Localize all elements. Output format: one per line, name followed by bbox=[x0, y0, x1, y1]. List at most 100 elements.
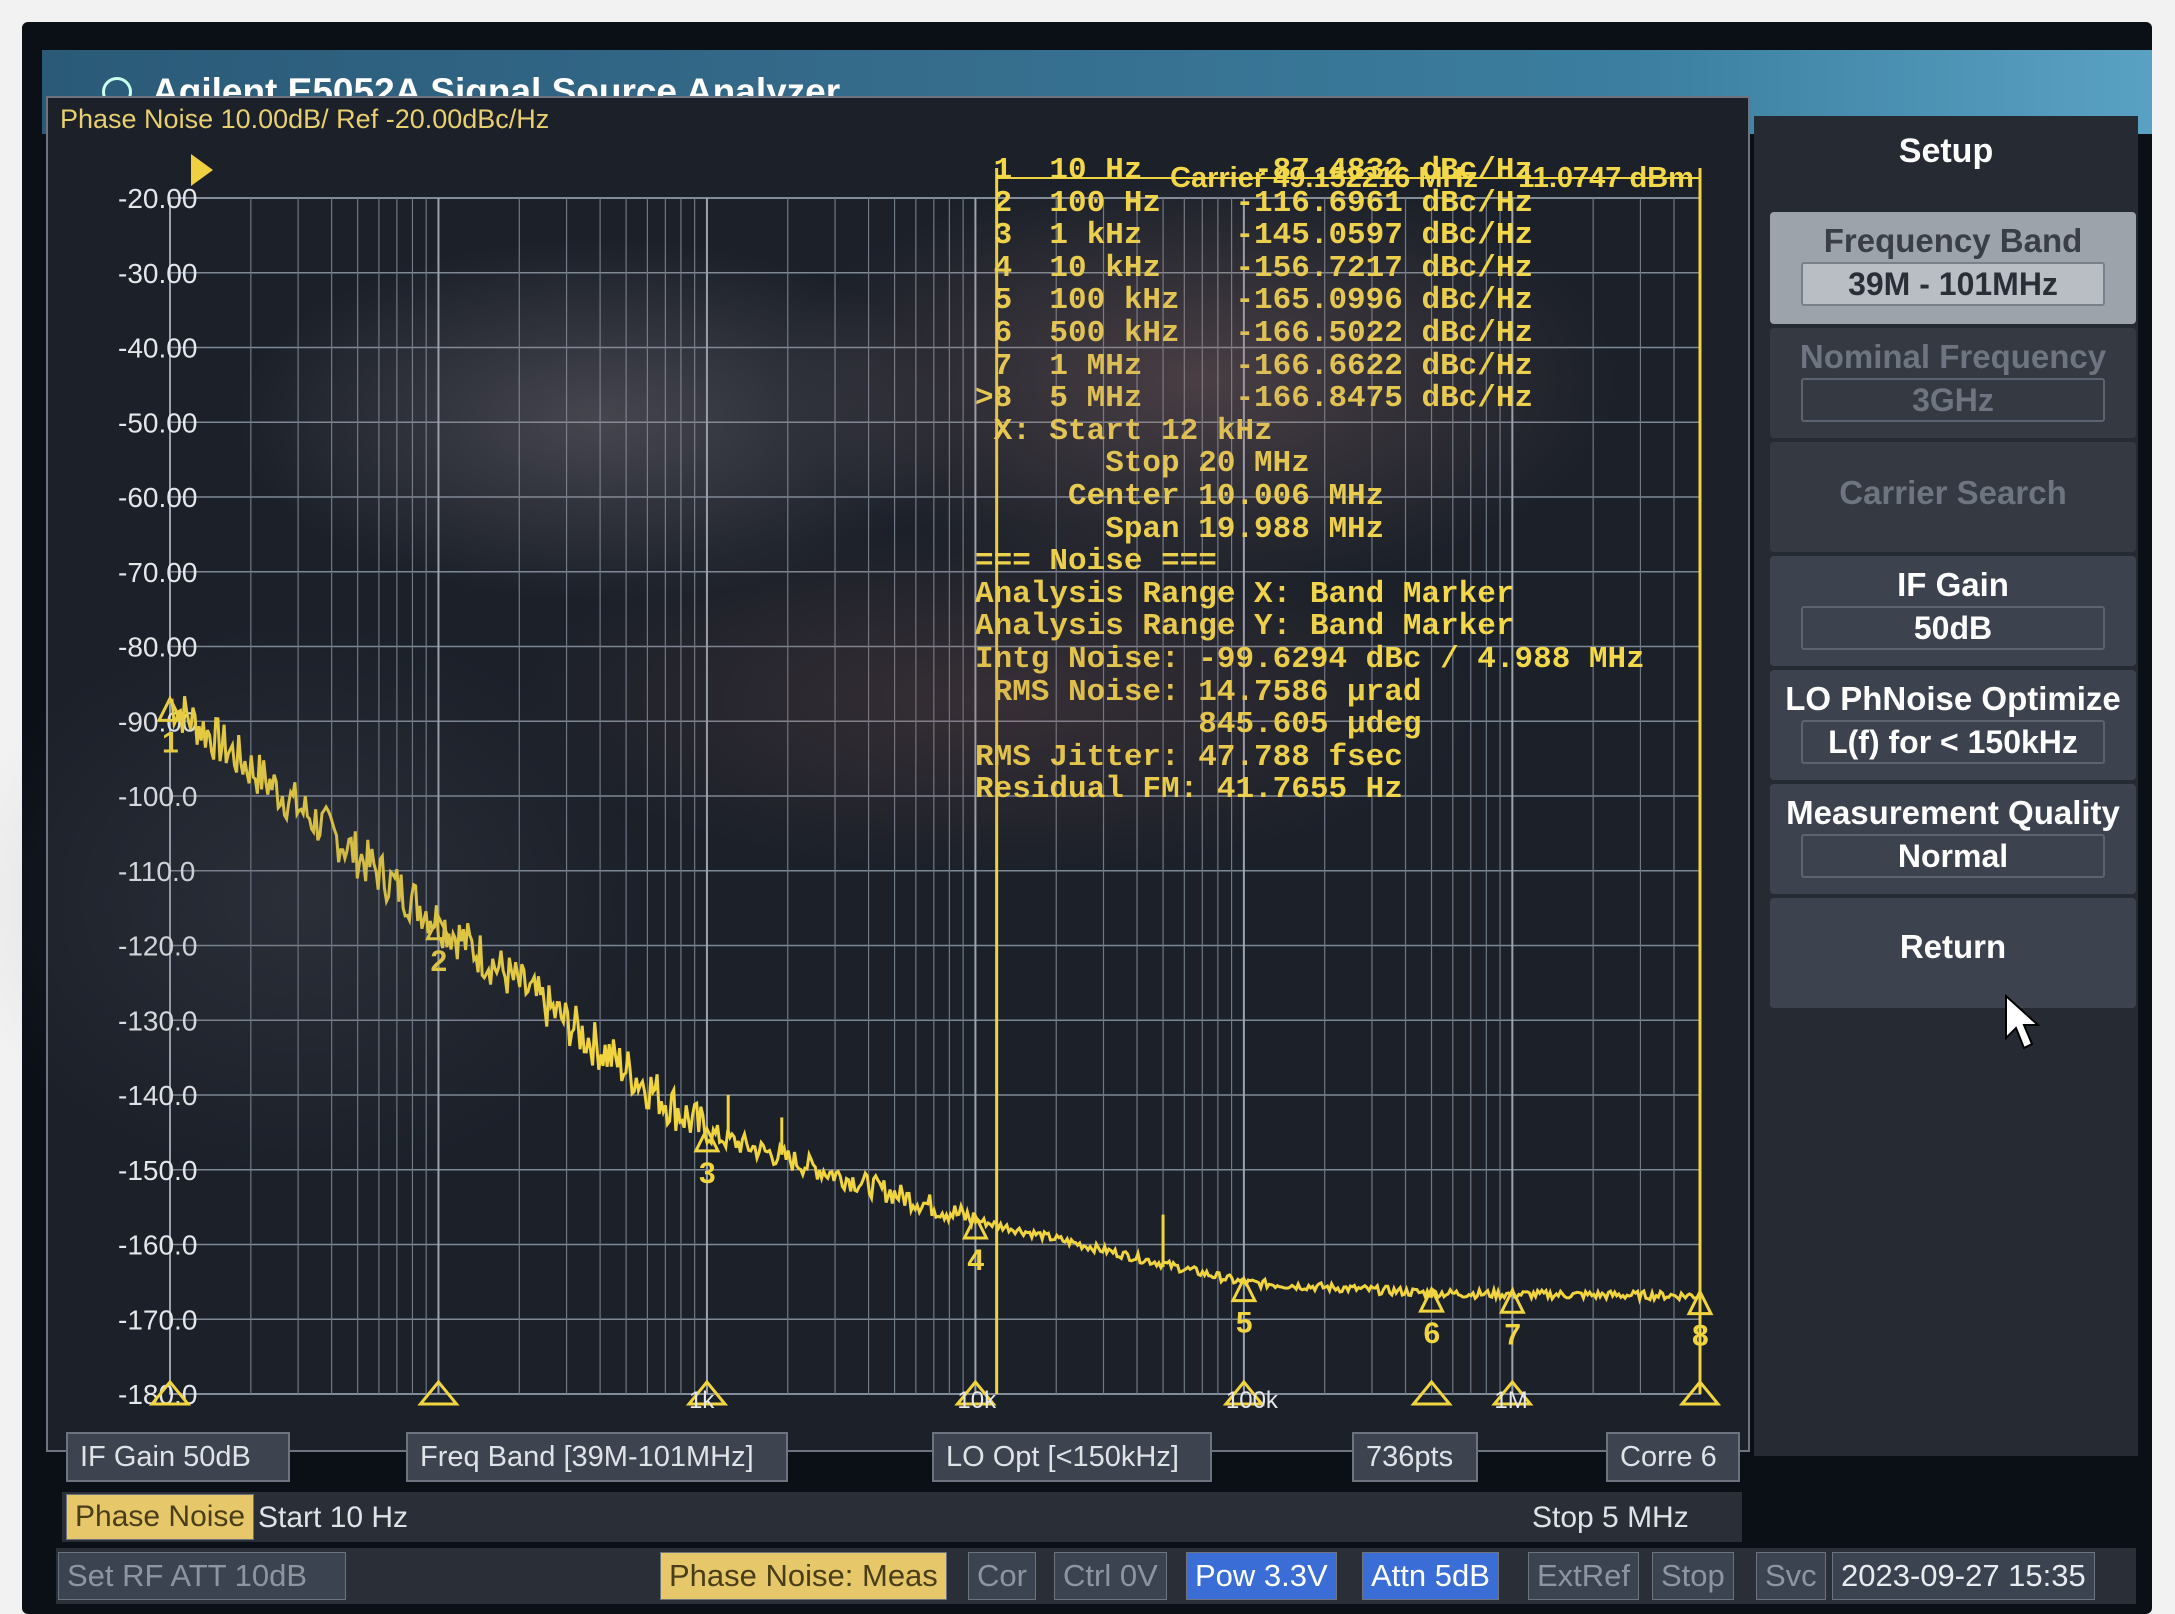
graph-header: Phase Noise 10.00dB/ Ref -20.00dBc/Hz bbox=[60, 104, 550, 134]
cor-chip: Cor bbox=[968, 1552, 1036, 1600]
x-start: X: Start 12 kHz bbox=[975, 413, 1273, 449]
trace-marker-label: 7 bbox=[1504, 1318, 1521, 1351]
return-label: Return bbox=[1899, 928, 2007, 965]
message-box: Set RF ATT 10dB bbox=[58, 1552, 346, 1600]
phase-noise-plot[interactable]: -20.00 -30.00 -40.00 -50.00 -60.00 -70.00 -80.… bbox=[0, 0, 1760, 1460]
marker-table: 1 10 Hz -87.4832 dBc/Hz 2 100 Hz -116.69… bbox=[975, 153, 1645, 808]
marker-row: 4 10 kHz -156.7217 dBc/Hz bbox=[975, 250, 1534, 286]
axis-marker-icon bbox=[1491, 1379, 1534, 1406]
date-time: 2023-09-27 15:35 bbox=[1832, 1552, 2095, 1600]
correlation-status: Corre 6 bbox=[1606, 1432, 1740, 1482]
trace-marker-label: 4 bbox=[967, 1244, 984, 1277]
trace-marker-icon bbox=[1686, 1288, 1714, 1316]
rms-jitter: RMS Jitter: 47.788 fsec bbox=[975, 739, 1403, 775]
marker-row: 1 10 Hz -87.4832 dBc/Hz bbox=[975, 153, 1534, 188]
trace-marker-icon bbox=[425, 913, 452, 941]
stop-frequency: Stop 5 MHz bbox=[1532, 1501, 1689, 1534]
rms-noise-deg: 845.605 μdeg bbox=[975, 707, 1422, 743]
trace-marker-icon bbox=[1418, 1285, 1445, 1313]
trace-marker-label: 5 bbox=[1236, 1307, 1253, 1340]
y-tick-label: -150.0 bbox=[118, 1155, 197, 1186]
nominal-frequency-softkey[interactable]: Nominal Frequency 3GHz bbox=[1770, 328, 2136, 438]
y-tick-label: -60.00 bbox=[118, 482, 197, 513]
y-tick-label: -170.0 bbox=[118, 1304, 197, 1335]
if-gain-label: IF Gain bbox=[1897, 566, 2009, 603]
freq-band-status: Freq Band [39M-101MHz] bbox=[406, 1432, 788, 1482]
trace-marker-icon bbox=[693, 1125, 721, 1153]
meas-state-chip: Phase Noise: Meas bbox=[660, 1552, 947, 1600]
residual-fm: Residual FM: 41.7655 Hz bbox=[975, 772, 1403, 808]
x-span: Span 19.988 MHz bbox=[975, 511, 1385, 547]
axis-marker-icon bbox=[954, 1379, 997, 1406]
trace-marker-icon bbox=[156, 695, 184, 722]
lo-opt-status: LO Opt [<150kHz] bbox=[932, 1432, 1212, 1482]
marker-row: 6 500 kHz -166.5022 dBc/Hz bbox=[975, 315, 1534, 351]
if-gain-status: IF Gain 50dB bbox=[66, 1432, 290, 1482]
x-tick-label: 10k bbox=[957, 1387, 997, 1414]
axis-marker-icon bbox=[1410, 1379, 1453, 1406]
stop-chip: Stop bbox=[1652, 1552, 1734, 1600]
frequency-band-softkey[interactable]: Frequency Band 39M - 101MHz bbox=[1770, 212, 2136, 324]
y-tick-label: -140.0 bbox=[118, 1080, 197, 1111]
trace-marker-icon bbox=[961, 1212, 989, 1240]
trace-marker-label: 2 bbox=[430, 945, 447, 978]
lo-phnoise-optimize-label: LO PhNoise Optimize bbox=[1785, 680, 2121, 717]
integrated-noise: Intg Noise: -99.6294 dBc / 4.988 MHz bbox=[975, 641, 1645, 677]
marker-row: 3 1 kHz -145.0597 dBc/Hz bbox=[975, 218, 1534, 254]
x-tick-label: 100k bbox=[1226, 1387, 1279, 1414]
y-tick-label: -80.00 bbox=[118, 632, 197, 663]
x-tick-label: 1M bbox=[1494, 1387, 1527, 1414]
axis-marker-icon bbox=[417, 1379, 460, 1406]
attenuation-chip: Attn 5dB bbox=[1362, 1552, 1499, 1600]
graph-area[interactable]: Phase Noise 10.00dB/ Ref -20.00dBc/Hz bbox=[46, 96, 1750, 1452]
y-tick-label: -120.0 bbox=[118, 931, 197, 962]
phase-noise-mode-label: Phase Noise bbox=[66, 1494, 255, 1540]
y-tick-label: -70.00 bbox=[118, 557, 197, 588]
axis-marker-icon bbox=[1222, 1379, 1266, 1406]
y-tick-label: -50.00 bbox=[118, 407, 197, 438]
ctrl-voltage-chip: Ctrl 0V bbox=[1054, 1552, 1167, 1600]
marker-row: >8 5 MHz -166.8475 dBc/Hz bbox=[975, 381, 1534, 417]
measurement-quality-softkey[interactable]: Measurement Quality Normal bbox=[1770, 784, 2136, 894]
sweep-status-bar: Phase Noise Start 10 Hz Stop 5 MHz bbox=[62, 1492, 1742, 1542]
power-voltage-chip: Pow 3.3V bbox=[1186, 1552, 1337, 1600]
carrier-readout: Carrier 49.152216 MHz 11.0747 dBm bbox=[1170, 162, 1694, 194]
extref-chip: ExtRef bbox=[1528, 1552, 1640, 1600]
carrier-search-softkey[interactable]: Carrier Search bbox=[1770, 442, 2136, 552]
measurement-status-bar: IF Gain 50dB Freq Band [39M-101MHz] LO O… bbox=[66, 1432, 1740, 1482]
axis-marker-icon bbox=[1678, 1379, 1722, 1406]
phase-noise-trace bbox=[169, 695, 1701, 1306]
start-frequency: Start 10 Hz bbox=[258, 1501, 409, 1534]
trace-marker-icon bbox=[1230, 1275, 1258, 1303]
points-status: 736pts bbox=[1352, 1432, 1478, 1482]
rms-noise-rad: RMS Noise: 14.7586 μrad bbox=[975, 674, 1422, 710]
mouse-pointer-icon bbox=[2005, 994, 2041, 1050]
nominal-frequency-value: 3GHz bbox=[1801, 378, 2105, 422]
x-center: Center 10.006 MHz bbox=[975, 478, 1385, 514]
carrier-search-label: Carrier Search bbox=[1839, 474, 2067, 511]
trace-marker-icon bbox=[1498, 1286, 1526, 1314]
if-gain-softkey[interactable]: IF Gain 50dB bbox=[1770, 556, 2136, 666]
x-tick-label: 1k bbox=[689, 1387, 715, 1414]
noise-heading: === Noise === bbox=[975, 544, 1217, 580]
y-tick-label: -110.0 bbox=[118, 856, 195, 887]
trace-marker-label: 1 bbox=[162, 726, 179, 759]
marker-row: 7 1 MHz -166.6622 dBc/Hz bbox=[975, 348, 1534, 384]
svc-chip: Svc bbox=[1756, 1552, 1826, 1600]
analysis-range-x: Analysis Range X: Band Marker bbox=[975, 576, 1515, 612]
softkey-title: Setup bbox=[1898, 132, 1994, 170]
measurement-quality-value: Normal bbox=[1801, 834, 2105, 878]
axis-marker-icon bbox=[685, 1379, 729, 1406]
lo-phnoise-optimize-softkey[interactable]: LO PhNoise Optimize L(f) for < 150kHz bbox=[1770, 670, 2136, 780]
frequency-band-value: 39M - 101MHz bbox=[1801, 262, 2105, 306]
y-tick-label: -20.00 bbox=[118, 183, 197, 214]
if-gain-value: 50dB bbox=[1801, 606, 2105, 650]
y-tick-label: -30.00 bbox=[118, 258, 197, 289]
trace-marker-label: 8 bbox=[1692, 1320, 1709, 1353]
nominal-frequency-label: Nominal Frequency bbox=[1799, 338, 2107, 375]
lo-phnoise-optimize-value: L(f) for < 150kHz bbox=[1801, 720, 2105, 764]
marker-row: 2 100 Hz -116.6961 dBc/Hz bbox=[975, 185, 1534, 221]
return-softkey[interactable]: Return bbox=[1770, 898, 2136, 1008]
axis-marker-icon bbox=[148, 1379, 192, 1406]
trace-marker-label: 6 bbox=[1424, 1317, 1441, 1350]
